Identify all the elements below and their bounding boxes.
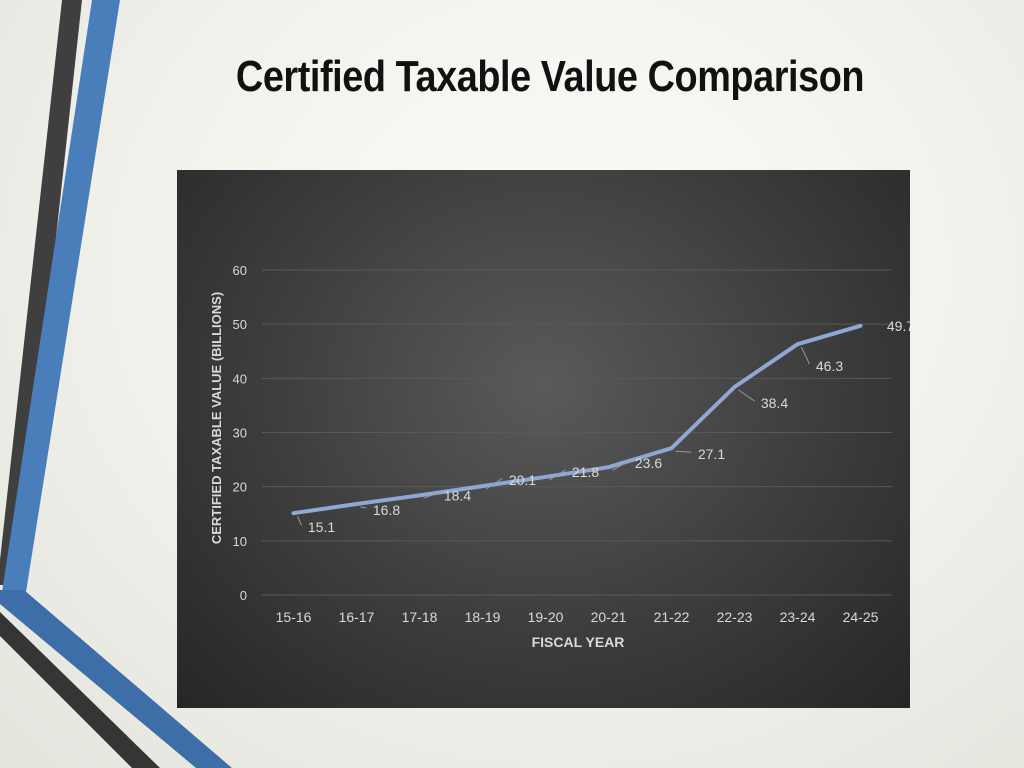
chart-panel: 0 10 20 30 40 50 60 15-16 16-17 17-18 18-19 19-20 2… [177, 170, 910, 708]
data-label: 23.6 [635, 455, 662, 471]
data-label: 49.7 [887, 318, 910, 334]
y-tick-label: 20 [233, 480, 247, 495]
y-tick-label: 10 [233, 534, 247, 549]
x-axis-title: FISCAL YEAR [532, 634, 625, 650]
data-label: 15.1 [308, 519, 335, 535]
data-label-leader [612, 460, 629, 471]
data-label-leader [738, 389, 755, 402]
x-tick-label: 15-16 [276, 609, 312, 625]
data-label-leader [297, 516, 302, 526]
x-tick-label: 24-25 [843, 609, 879, 625]
data-labels: 15.1 16.8 18.4 20.1 21.8 23.6 27.1 38.4 46.3 49.7 [297, 318, 910, 535]
x-tick-label: 18-19 [465, 609, 501, 625]
x-tick-label: 16-17 [339, 609, 375, 625]
data-label: 18.4 [444, 487, 471, 503]
x-tick-label: 23-24 [780, 609, 816, 625]
data-label: 38.4 [761, 395, 788, 411]
data-label: 27.1 [698, 446, 725, 462]
x-tick-label: 19-20 [528, 609, 564, 625]
slide-title: Certified Taxable Value Comparison [235, 52, 865, 101]
x-tick-label: 20-21 [591, 609, 627, 625]
data-label: 20.1 [509, 472, 536, 488]
data-label-leader [675, 450, 692, 453]
x-tick-label: 21-22 [654, 609, 690, 625]
y-tick-label: 60 [233, 263, 247, 278]
grid-lines [262, 269, 892, 596]
line-chart: 0 10 20 30 40 50 60 15-16 16-17 17-18 18-19 19-20 2… [209, 263, 910, 650]
bottom-blue-stripe [0, 590, 232, 768]
series-line [291, 323, 863, 516]
left-blue-stripe [2, 0, 120, 592]
series-line-group [291, 323, 863, 516]
x-tick-label: 17-18 [402, 609, 438, 625]
x-tick-label: 22-23 [717, 609, 753, 625]
data-label-leader [486, 477, 503, 490]
left-dark-stripe [0, 0, 82, 585]
y-tick-label: 30 [233, 426, 247, 441]
y-tick-label: 50 [233, 317, 247, 332]
y-tick-label: 0 [240, 588, 247, 603]
bottom-dark-stripe [0, 612, 160, 768]
data-label: 16.8 [373, 502, 400, 518]
data-label-leader [801, 346, 810, 365]
data-label-leader [549, 469, 566, 481]
data-label: 46.3 [816, 358, 843, 374]
data-label-leader [423, 492, 438, 499]
y-axis-ticks: 0 10 20 30 40 50 60 [233, 263, 247, 603]
x-axis-ticks: 15-16 16-17 17-18 18-19 19-20 20-21 21-22 22-23… [276, 609, 879, 625]
y-tick-label: 40 [233, 371, 247, 386]
data-label-leader [360, 506, 367, 509]
y-axis-title: CERTIFIED TAXABLE VALUE (BILLIONS) [209, 292, 224, 544]
data-label: 21.8 [572, 464, 599, 480]
